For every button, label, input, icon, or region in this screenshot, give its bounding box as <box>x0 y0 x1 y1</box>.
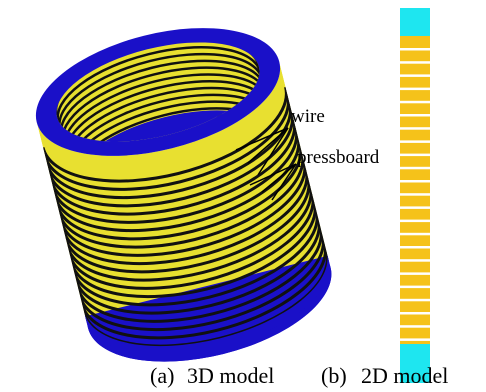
pressboard-gap <box>400 127 430 130</box>
pressboard-gap <box>400 140 430 143</box>
pressboard-label: pressboard <box>297 147 380 168</box>
pressboard-gap <box>400 193 430 196</box>
caption-text: 3D model <box>187 363 274 388</box>
pressboard-gap <box>400 272 430 275</box>
coil-3d <box>14 0 349 385</box>
pressboard-gap <box>400 206 430 209</box>
pressboard-gap <box>400 338 430 341</box>
pressboard-gap <box>400 312 430 315</box>
pressboard-gap <box>400 61 430 64</box>
caption-label: (b) <box>321 363 347 388</box>
pressboard-gap <box>400 299 430 302</box>
model-2d <box>400 8 430 383</box>
pressboard-gap <box>400 48 430 51</box>
pressboard-gap <box>400 233 430 236</box>
caption-text: 2D model <box>361 363 448 388</box>
pressboard-gap <box>400 88 430 91</box>
figure: wire pressboard (a) 3D model (b) 2D mode… <box>0 0 486 392</box>
pressboard-gap <box>400 154 430 157</box>
pressboard-gap <box>400 286 430 289</box>
pressboard-gap <box>400 167 430 170</box>
pressboard-gap <box>400 246 430 249</box>
caption-label: (a) <box>150 363 174 388</box>
page: wire pressboard (a) 3D model (b) 2D mode… <box>0 0 486 392</box>
pressboard-gap <box>400 114 430 117</box>
pressboard-gap <box>400 101 430 104</box>
pressboard-gap <box>400 180 430 183</box>
pressboard-gap <box>400 259 430 262</box>
pressboard-gap <box>400 74 430 77</box>
pressboard-gap <box>400 220 430 223</box>
wire-label: wire <box>291 106 325 127</box>
pressboard-gap <box>400 325 430 328</box>
